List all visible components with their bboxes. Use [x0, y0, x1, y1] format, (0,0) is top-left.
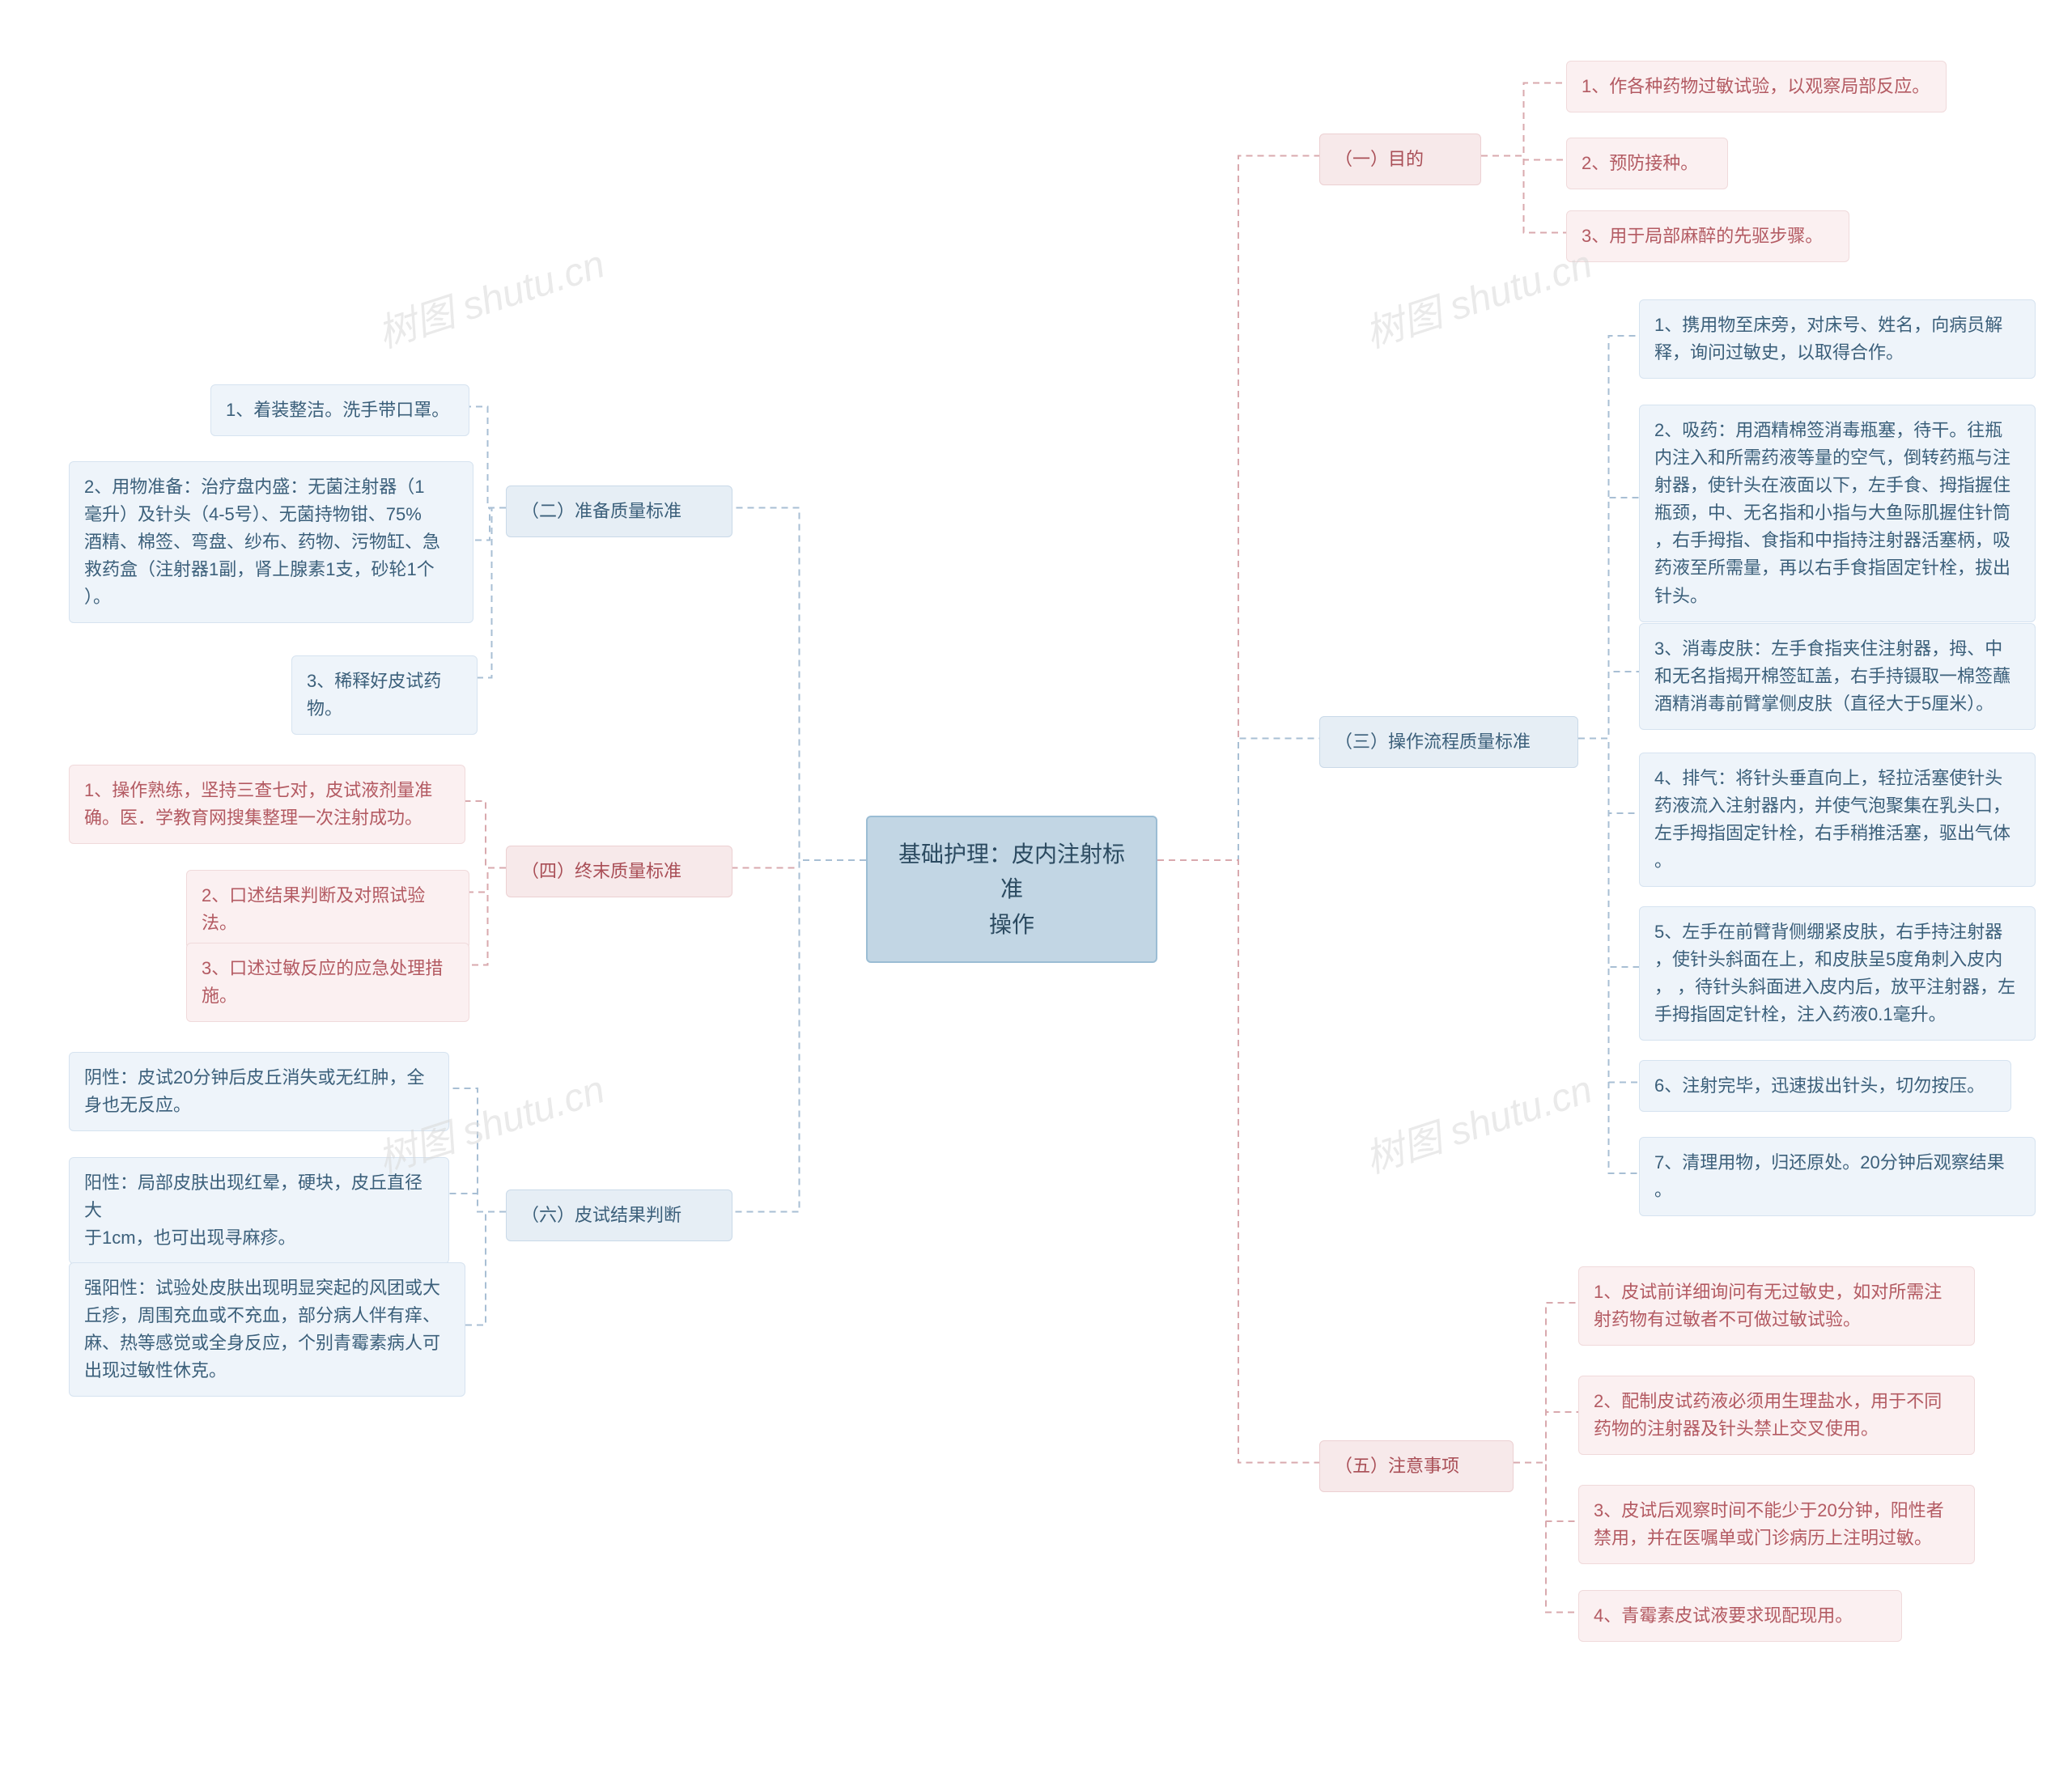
section-6-item-3: 强阳性：试验处皮肤出现明显突起的风团或大 丘疹，周围充血或不充血，部分病人伴有痒…: [69, 1262, 465, 1397]
section-2-item-3: 3、稀释好皮试药物。: [291, 655, 478, 735]
section-5-item-2: 2、配制皮试药液必须用生理盐水，用于不同 药物的注射器及针头禁止交叉使用。: [1578, 1376, 1975, 1455]
central-node: 基础护理：皮内注射标准 操作: [866, 816, 1157, 963]
section-4-item-1: 1、操作熟练，坚持三查七对，皮试液剂量准 确。医．学教育网搜集整理一次注射成功。: [69, 765, 465, 844]
section-6-item-1: 阴性：皮试20分钟后皮丘消失或无红肿，全 身也无反应。: [69, 1052, 449, 1131]
section-3-item-5: 5、左手在前臂背侧绷紧皮肤，右手持注射器 ，使针头斜面在上，和皮肤呈5度角刺入皮…: [1639, 906, 2036, 1041]
section-2-item-2: 2、用物准备：治疗盘内盛：无菌注射器（1 毫升）及针头（4-5号）、无菌持物钳、…: [69, 461, 473, 623]
watermark: 树图 shutu.cn: [1357, 232, 1598, 358]
section-3-item-7: 7、清理用物，归还原处。20分钟后观察结果 。: [1639, 1137, 2036, 1216]
section-1: （一）目的: [1319, 134, 1481, 185]
section-5-item-3: 3、皮试后观察时间不能少于20分钟，阳性者 禁用，并在医嘱单或门诊病历上注明过敏…: [1578, 1485, 1975, 1564]
section-5: （五）注意事项: [1319, 1440, 1514, 1492]
section-4: （四）终末质量标准: [506, 846, 732, 897]
section-5-item-1: 1、皮试前详细询问有无过敏史，如对所需注 射药物有过敏者不可做过敏试验。: [1578, 1266, 1975, 1346]
section-3-item-1: 1、携用物至床旁，对床号、姓名，向病员解 释，询问过敏史，以取得合作。: [1639, 299, 2036, 379]
mindmap-canvas: 基础护理：皮内注射标准 操作 （一）目的 1、作各种药物过敏试验，以观察局部反应…: [0, 0, 2072, 1781]
section-5-item-4: 4、青霉素皮试液要求现配现用。: [1578, 1590, 1902, 1642]
watermark: 树图 shutu.cn: [1357, 1058, 1598, 1184]
section-3-item-3: 3、消毒皮肤：左手食指夹住注射器，拇、中 和无名指揭开棉签缸盖，右手持镊取一棉签…: [1639, 623, 2036, 730]
section-2: （二）准备质量标准: [506, 486, 732, 537]
section-1-item-1: 1、作各种药物过敏试验，以观察局部反应。: [1566, 61, 1947, 112]
section-3-item-2: 2、吸药：用酒精棉签消毒瓶塞，待干。往瓶 内注入和所需药液等量的空气，倒转药瓶与…: [1639, 405, 2036, 622]
section-3-item-6: 6、注射完毕，迅速拔出针头，切勿按压。: [1639, 1060, 2011, 1112]
section-2-item-1: 1、着装整洁。洗手带口罩。: [210, 384, 469, 436]
section-6-item-2: 阳性：局部皮肤出现红晕，硬块，皮丘直径大 于1cm，也可出现寻麻疹。: [69, 1157, 449, 1264]
section-6: （六）皮试结果判断: [506, 1189, 732, 1241]
section-4-item-3: 3、口述过敏反应的应急处理措施。: [186, 943, 469, 1022]
section-4-item-2: 2、口述结果判断及对照试验法。: [186, 870, 469, 949]
section-1-item-2: 2、预防接种。: [1566, 138, 1728, 189]
section-3: （三）操作流程质量标准: [1319, 716, 1578, 768]
section-3-item-4: 4、排气：将针头垂直向上，轻拉活塞使针头 药液流入注射器内，并使气泡聚集在乳头口…: [1639, 753, 2036, 887]
watermark: 树图 shutu.cn: [369, 232, 610, 358]
section-1-item-3: 3、用于局部麻醉的先驱步骤。: [1566, 210, 1849, 262]
